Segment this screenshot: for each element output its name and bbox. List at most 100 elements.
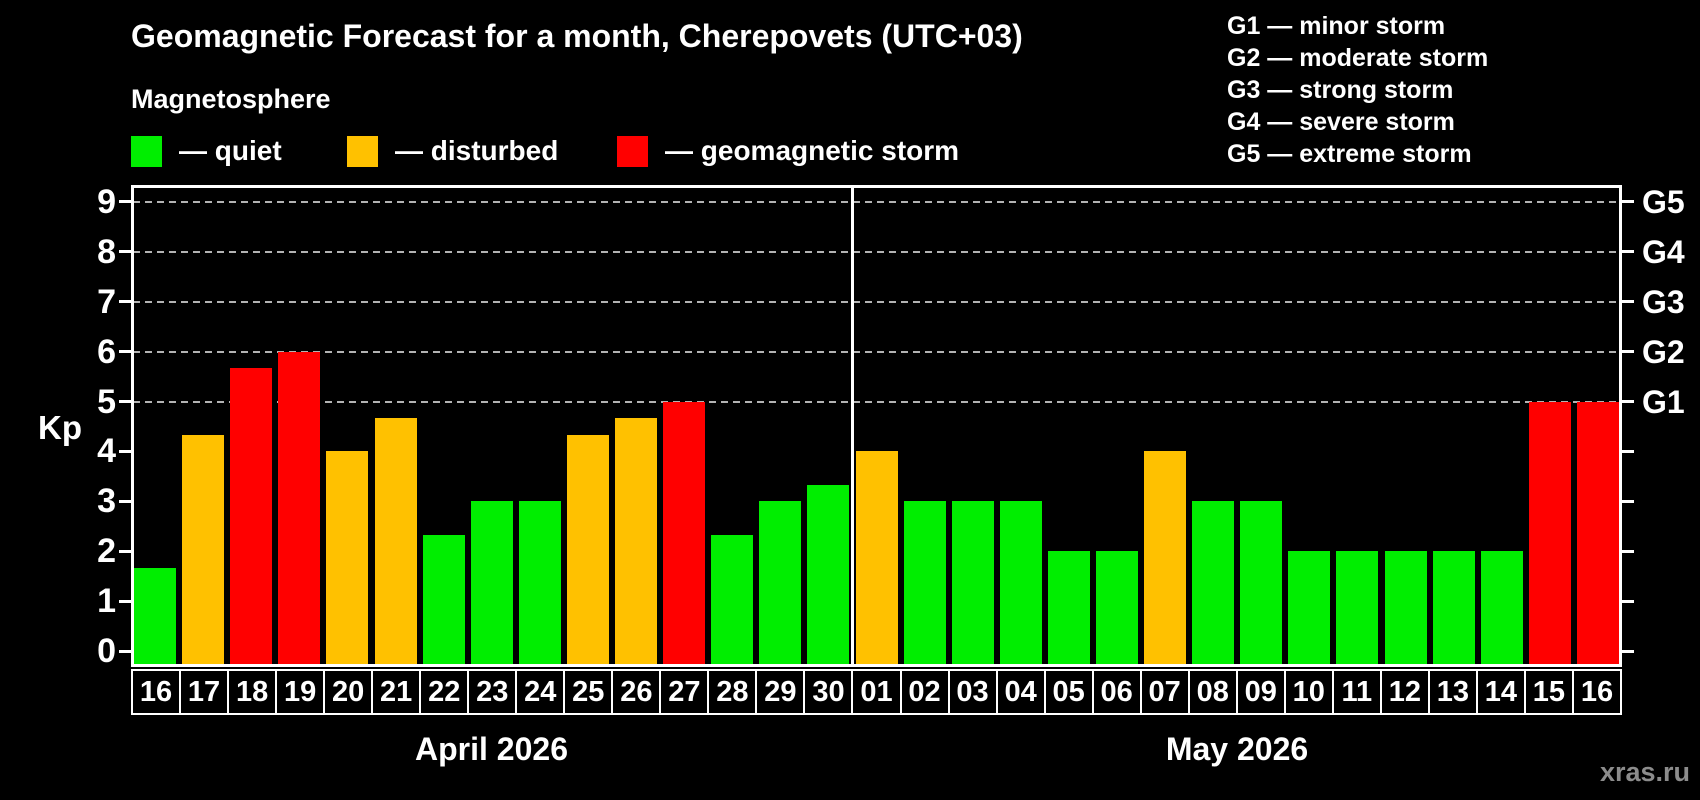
kp-bar [182, 434, 225, 667]
y-axis-tick [119, 350, 131, 354]
magnetosphere-label: Magnetosphere [131, 84, 331, 114]
right-axis-tick [1622, 449, 1634, 453]
quiet-color-swatch [131, 135, 162, 167]
day-label: 08 [1187, 669, 1238, 715]
month-label-april: April 2026 [415, 731, 568, 767]
kp-bar [278, 351, 321, 667]
legend-label-disturbed: — disturbed [395, 135, 559, 166]
day-label: 16 [1571, 669, 1622, 715]
day-label: 25 [563, 669, 614, 715]
kp-bar [566, 434, 609, 667]
kp-bar [951, 501, 994, 667]
g-axis-label-g1: G1 [1642, 383, 1685, 420]
g-axis-label-g3: G3 [1642, 283, 1685, 320]
legend-item-storm: — geomagnetic storm [617, 135, 959, 167]
kp-bar [807, 484, 850, 667]
gridline-kp8 [133, 250, 1620, 253]
right-axis-tick [1622, 499, 1634, 503]
storm-color-swatch [617, 135, 648, 167]
gridline-kp9 [133, 200, 1620, 203]
disturbed-color-swatch [347, 135, 378, 167]
gridline-kp5 [133, 400, 1620, 403]
day-label: 29 [755, 669, 806, 715]
legend-item-disturbed: — disturbed [347, 135, 558, 167]
day-label: 30 [803, 669, 854, 715]
y-axis-tick [119, 250, 131, 254]
right-axis-tick [1622, 549, 1634, 553]
day-label: 17 [179, 669, 230, 715]
kp-bar [663, 401, 706, 667]
kp-bar [134, 567, 177, 667]
kp-bar [374, 417, 417, 667]
g-axis-label-g5: G5 [1642, 183, 1685, 220]
g-legend-line-g3: G3 — strong storm [1227, 76, 1454, 104]
kp-bar [1528, 401, 1571, 667]
right-axis-tick [1622, 599, 1634, 603]
x-axis-day-labels: 16 17 18 19 20 21 22 23 24 25 26 27 28 29 30 01 02 03 04 05… [131, 669, 1622, 715]
y-axis-tick-label: 3 [97, 482, 116, 521]
kp-bar [326, 451, 369, 667]
kp-bar [1144, 451, 1187, 667]
legend-label-quiet: — quiet [179, 135, 282, 166]
y-axis-title: Kp [38, 409, 82, 446]
right-axis-tick [1622, 649, 1634, 653]
y-axis-tick-label: 2 [97, 532, 116, 571]
right-axis-tick [1622, 300, 1634, 304]
day-label: 13 [1427, 669, 1478, 715]
kp-bar [1384, 551, 1427, 667]
kp-bar [615, 417, 658, 667]
day-label: 23 [467, 669, 518, 715]
day-label: 02 [899, 669, 950, 715]
day-label: 05 [1043, 669, 1094, 715]
day-label: 16 [131, 669, 182, 715]
y-axis-tick [119, 400, 131, 403]
kp-bar [1336, 551, 1379, 667]
y-axis-tick-label: 1 [97, 582, 116, 621]
day-label: 19 [275, 669, 326, 715]
y-axis-tick [119, 549, 131, 553]
kp-bar [903, 501, 946, 667]
day-label: 21 [371, 669, 422, 715]
legend-label-storm: — geomagnetic storm [665, 135, 960, 166]
day-label: 20 [323, 669, 374, 715]
day-label: 03 [947, 669, 998, 715]
kp-bar [230, 368, 273, 667]
y-axis-tick-label: 6 [97, 332, 116, 371]
day-label: 01 [851, 669, 902, 715]
kp-bar [1192, 501, 1235, 667]
gridline-kp7 [133, 300, 1620, 303]
day-label: 22 [419, 669, 470, 715]
kp-bar [1047, 551, 1090, 667]
g-legend-line-g5: G5 — extreme storm [1227, 140, 1472, 168]
right-axis-tick [1622, 250, 1634, 254]
g-scale-legend: G1 — minor storm G2 — moderate storm G3 … [1227, 10, 1488, 170]
kp-bar [855, 451, 898, 667]
legend-item-quiet: — quiet [131, 135, 282, 167]
g-legend-line-g4: G4 — severe storm [1227, 108, 1455, 136]
y-axis-tick [119, 499, 131, 503]
kp-bar [518, 501, 561, 667]
day-label: 24 [515, 669, 566, 715]
g-legend-line-g2: G2 — moderate storm [1227, 44, 1489, 72]
day-label: 09 [1235, 669, 1286, 715]
day-label: 07 [1139, 669, 1190, 715]
y-axis-tick-label: 8 [97, 232, 116, 271]
kp-bar [759, 501, 802, 667]
day-label: 11 [1331, 669, 1382, 715]
day-label: 04 [995, 669, 1046, 715]
day-label: 27 [659, 669, 710, 715]
month-separator [850, 185, 854, 667]
y-axis-tick-label: 7 [97, 282, 116, 321]
day-label: 14 [1475, 669, 1526, 715]
day-label: 18 [227, 669, 278, 715]
y-axis-tick [119, 599, 131, 603]
kp-bar [470, 501, 513, 667]
g-axis-label-g4: G4 [1642, 233, 1685, 270]
kp-bar [1576, 401, 1619, 667]
day-label: 06 [1091, 669, 1142, 715]
y-axis-tick-label: 0 [97, 632, 116, 670]
y-axis-tick [119, 300, 131, 304]
day-label: 10 [1283, 669, 1334, 715]
y-axis-tick [119, 449, 131, 453]
